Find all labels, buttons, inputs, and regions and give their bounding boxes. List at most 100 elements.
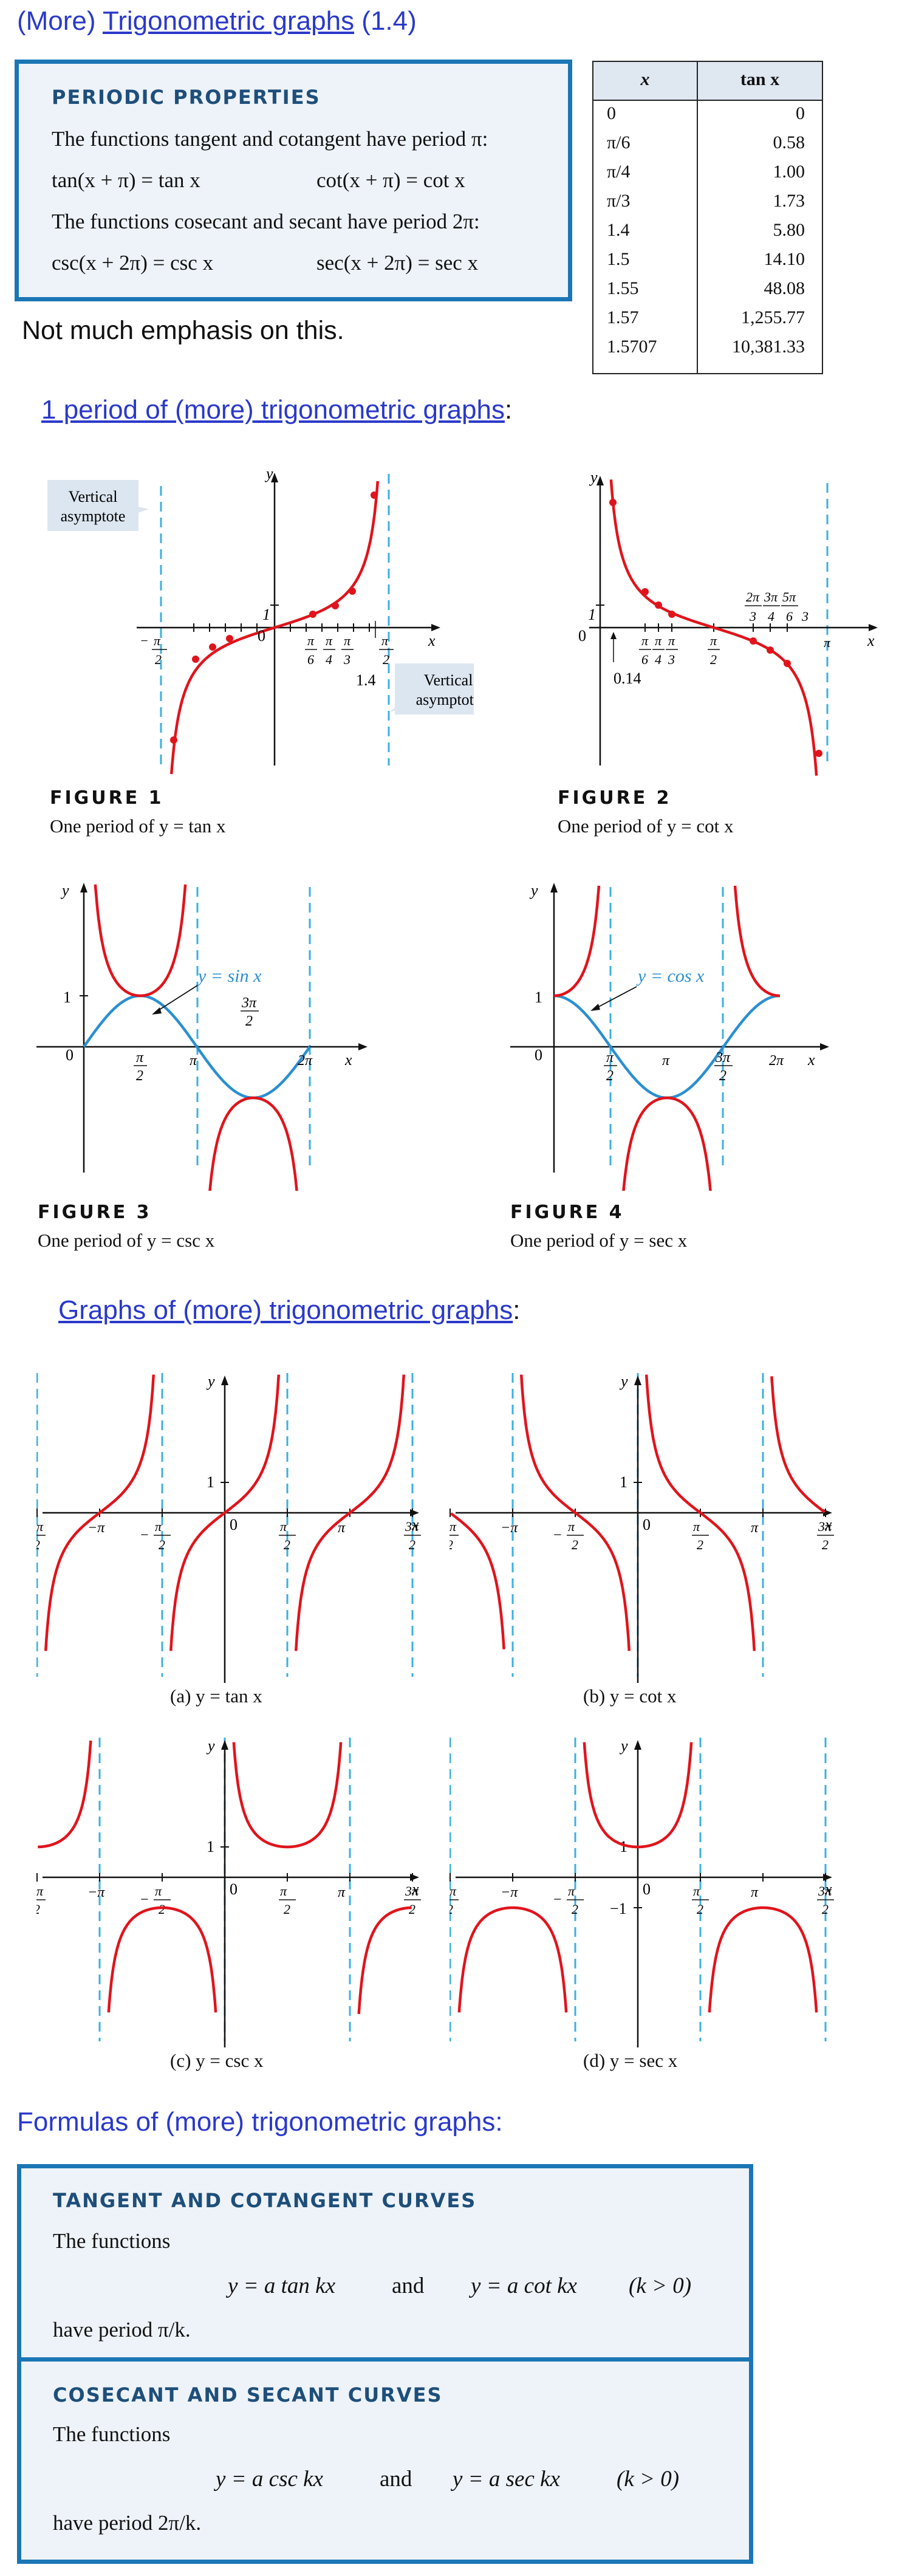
svg-text:2: 2 [245,1013,253,1029]
svg-text:3π: 3π [405,1883,419,1899]
figure3-csc-graph: 1 0 y x π 2 π 3π 2 2π y = sin x [36,882,367,1191]
table-cell-x: π/3 [607,191,631,211]
svg-text:−π: −π [87,1520,105,1536]
table-header-tan: tan x [740,69,780,89]
formula-csc-period: csc(x + 2π) = csc x [52,251,214,275]
fig1-callout-bottom-1: Vertical [424,671,473,689]
svg-text:2: 2 [284,1537,290,1552]
svg-text:3: 3 [668,652,675,667]
fig4-cos-label: y = cos x [636,966,705,986]
axis-origin: 0 [230,1880,238,1898]
fig4-caption: One period of y = sec x [510,1230,688,1251]
svg-text:π: π [280,1883,287,1899]
svg-text:4: 4 [768,609,774,624]
fig1-y-label: y [264,465,273,482]
figure2-cot-graph: 1 0 y x π6 π4 π3 π2 2π3 3π4 5π6 3 π 0.14 [578,468,878,776]
section1-link[interactable]: 1 period of (more) trigonometric graphs [41,395,505,425]
svg-text:3: 3 [749,609,756,624]
svg-text:3π: 3π [36,1519,44,1534]
svg-text:2: 2 [36,1537,40,1552]
svg-text:3π: 3π [241,995,257,1011]
svg-text:1: 1 [588,606,596,623]
svg-text:π: π [668,633,675,648]
table-cell-tan: 5.80 [773,220,805,240]
table-cell-x: 1.4 [607,220,630,240]
svg-text:−: − [140,1892,149,1908]
graph-d-caption: (d) y = sec x [583,2050,678,2071]
table-cell-tan: 48.08 [764,278,805,298]
cosecant-secant-box: COSECANT AND SECANT CURVES The functions… [17,2357,753,2564]
tangent-cotangent-box: TANGENT AND COTANGENT CURVES The functio… [17,2164,753,2368]
table-header-x: x [640,69,650,89]
axis-origin: 0 [643,1516,651,1533]
svg-text:3π: 3π [405,1519,419,1534]
fig2-annotation: 0.14 [614,670,641,687]
svg-text:π: π [751,1885,759,1900]
section2-link[interactable]: Graphs of (more) trigonometric graphs [58,1295,513,1325]
svg-text:0: 0 [66,1046,73,1064]
formula-tan-period: tan(x + π) = tan x [52,168,200,192]
svg-text:0: 0 [535,1046,542,1064]
svg-text:3π: 3π [764,589,778,605]
svg-text:2π: 2π [769,1053,784,1069]
axis-y: y [619,1738,628,1755]
tancot-formula-cot: y = a cot kx [471,2273,577,2298]
svg-text:3π: 3π [36,1883,44,1899]
table-cell-tan: 1.73 [773,191,805,211]
tancot-formula-tan: y = a tan kx [228,2273,336,2298]
svg-text:3π: 3π [449,1519,457,1534]
svg-text:π: π [338,1885,346,1900]
svg-text:π: π [344,633,351,648]
svg-text:−π: −π [501,1885,518,1900]
fig1-x-label: x [428,632,436,649]
svg-text:−: − [553,1527,562,1543]
table-cell-tan: 14.10 [764,249,805,269]
table-cell-x: 1.5707 [607,337,657,357]
graph-a-caption: (a) y = tan x [170,1685,262,1707]
cscsec-condition: (k > 0) [617,2467,680,2492]
svg-text:2: 2 [159,1537,165,1552]
svg-text:y: y [529,882,538,899]
curve-sec [457,1742,818,2013]
axis-one: 1 [207,1838,214,1855]
table-cell-x: 0 [607,103,616,123]
curve-cot [449,1374,826,1651]
fig3-label: FIGURE 3 [38,1202,152,1223]
svg-text:4: 4 [326,652,332,667]
svg-text:π: π [693,1883,700,1899]
axis-one: 1 [620,1473,627,1491]
section3-heading: Formulas of (more) trigonometric graphs: [17,2107,503,2137]
svg-text:3π: 3π [715,1050,731,1066]
tancot-and: and [392,2273,425,2298]
figure1-tan-graph: 1 0 y x − π 2 π6 π4 π3 π2 1.4 Vertical a… [47,465,474,775]
table-cell-x: 1.57 [607,307,639,327]
axis-x: x [824,1516,832,1533]
svg-text:2: 2 [697,1537,703,1552]
svg-text:2: 2 [409,1537,415,1552]
periodic-line-1: The functions tangent and cotangent have… [52,127,488,151]
page-title: (More) Trigonometric graphs (1.4) [17,6,417,36]
svg-text:π: π [710,633,717,648]
title-link[interactable]: Trigonometric graphs [102,6,355,36]
svg-text:2: 2 [409,1902,415,1917]
svg-text:−π: −π [501,1520,518,1536]
svg-text:0: 0 [578,627,586,645]
svg-text:2: 2 [36,1902,40,1917]
svg-text:2: 2 [383,652,389,667]
table-cell-x: π/6 [607,132,631,152]
svg-text:π: π [568,1883,575,1899]
svg-text:π: π [824,635,831,650]
table-cell-x: 1.55 [607,278,639,298]
cscsec-and: and [380,2467,412,2492]
fig1-origin: 0 [258,627,265,645]
curve-csc [38,1740,412,2015]
table-cell-tan: 10,381.33 [732,337,805,357]
svg-text:−π: −π [87,1885,105,1900]
svg-text:π: π [655,633,662,648]
svg-text:π: π [338,1520,346,1536]
axis-one: 1 [620,1838,627,1855]
fig1-annotation: 1.4 [356,671,376,689]
